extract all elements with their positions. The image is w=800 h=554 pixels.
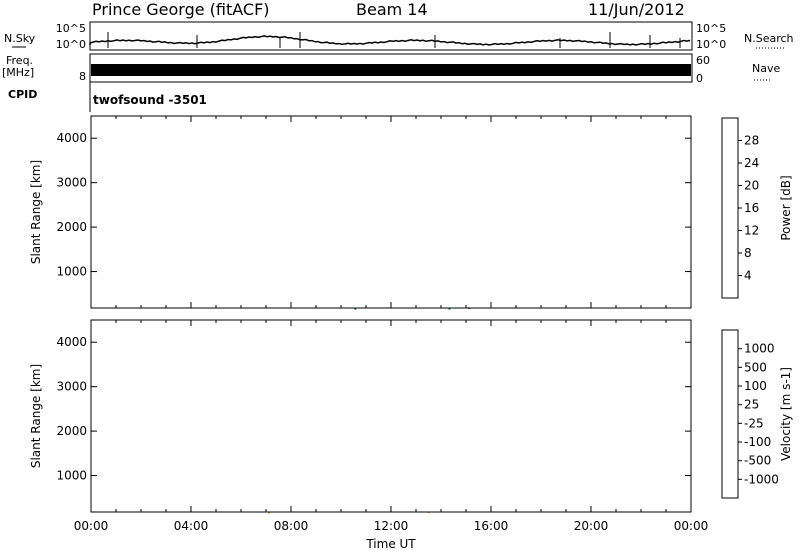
noise-panel-frame (89, 21, 693, 51)
noise-axis-right-top: 10^5 (696, 22, 726, 35)
power-panel-frame (90, 115, 692, 309)
power-ytick-label: 1000 (56, 265, 87, 279)
power-ytick-label: 3000 (56, 176, 87, 190)
date-label: 11/Jun/2012 (588, 0, 685, 19)
freq-band (91, 64, 691, 76)
noise-axis-right-bottom: 10^0 (696, 38, 726, 51)
beam-label: Beam 14 (356, 0, 428, 19)
cpid-label: CPID (8, 88, 37, 101)
power-ytick-label: 2000 (56, 220, 87, 234)
nave-label: Nave (752, 62, 780, 75)
freq-axis-left-tick: 8 (79, 70, 86, 83)
station-title: Prince George (fitACF) (92, 0, 270, 19)
power-ylabel: Slant Range [km] (29, 160, 43, 264)
nsky-label: N.Sky (4, 32, 36, 45)
power-ytick-label: 4000 (56, 131, 87, 145)
nsearch-label: N.Search (744, 32, 794, 45)
noise-axis-left-top: 10^5 (56, 22, 86, 35)
freq-label-top: Freq. (6, 54, 33, 67)
freq-axis-right-top: 60 (696, 54, 710, 67)
freq-axis-right-bottom: 0 (696, 72, 703, 85)
cpid-name: twofsound -3501 (93, 93, 207, 107)
noise-sky-trace (89, 35, 691, 46)
freq-label-bottom: [MHz] (2, 66, 34, 79)
freq-panel-frame (89, 53, 693, 83)
noise-axis-left-bottom: 10^0 (56, 38, 86, 51)
